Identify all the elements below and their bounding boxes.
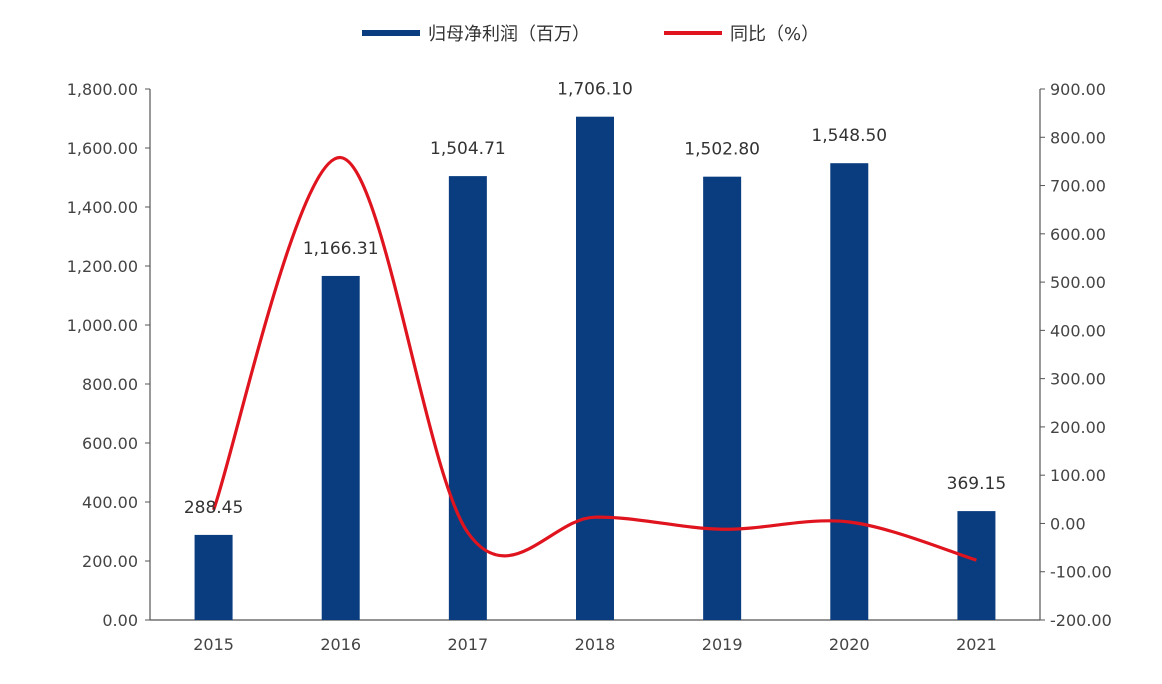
left-y-tick-label: 1,400.00	[67, 198, 138, 217]
right-y-tick-label: 900.00	[1050, 80, 1106, 99]
legend-swatch-net-profit	[362, 30, 420, 36]
left-y-tick-label: 1,200.00	[67, 257, 138, 276]
right-y-tick-label: 700.00	[1050, 177, 1106, 196]
left-y-tick-label: 0.00	[102, 611, 138, 630]
bar-2019	[703, 176, 742, 620]
right-y-tick-label: -100.00	[1050, 563, 1112, 582]
left-y-tick-label: 1,600.00	[67, 139, 138, 158]
right-y-tick-label: 200.00	[1050, 418, 1106, 437]
bar-2015	[194, 534, 233, 620]
x-tick-label: 2016	[320, 635, 361, 654]
left-y-tick-label: 400.00	[82, 493, 138, 512]
right-y-tick-label: 600.00	[1050, 225, 1106, 244]
bar-2018	[576, 116, 614, 620]
bars-layer	[194, 116, 996, 621]
bar-2021	[957, 511, 996, 620]
bar-data-label: 1,166.31	[303, 239, 379, 259]
bar-data-label: 1,548.50	[811, 126, 887, 146]
labels-layer: 288.45 1,166.31 1,504.71 1,706.10 1,502.80 1,…	[184, 80, 1006, 518]
legend-label-yoy: 同比（%）	[730, 24, 819, 45]
right-y-tick-label: -200.00	[1050, 611, 1112, 630]
bar-2017	[448, 176, 487, 621]
right-y-tick-label: 0.00	[1050, 514, 1086, 533]
right-y-tick-label: 400.00	[1050, 321, 1106, 340]
x-tick-label: 2020	[829, 635, 870, 654]
right-y-tick-label: 100.00	[1050, 466, 1106, 485]
legend-label-net-profit: 归母净利润（百万）	[428, 24, 590, 45]
bar-data-label: 369.15	[947, 474, 1006, 494]
axes-layer: 0.00 200.00 400.00 600.00 800.00 1,000.00 1,20…	[67, 80, 1112, 654]
left-y-tick-label: 600.00	[82, 434, 138, 453]
line-layer	[212, 155, 977, 562]
x-tick-label: 2021	[956, 635, 997, 654]
yoy-growth-line	[212, 155, 977, 562]
left-y-tick-label: 1,800.00	[67, 80, 138, 99]
bar-2016	[321, 275, 360, 620]
bar-data-label: 1,504.71	[430, 139, 506, 159]
x-tick-label: 2018	[575, 635, 616, 654]
x-tick-label: 2019	[702, 635, 743, 654]
bar-data-label: 1,502.80	[684, 140, 760, 160]
left-y-tick-label: 800.00	[82, 375, 138, 394]
bar-data-label: 1,706.10	[557, 80, 633, 100]
bar-data-label: 288.45	[184, 498, 243, 518]
right-y-tick-label: 800.00	[1050, 128, 1106, 147]
left-y-tick-label: 1,000.00	[67, 316, 138, 335]
left-y-tick-label: 200.00	[82, 552, 138, 571]
x-tick-label: 2017	[447, 635, 488, 654]
right-y-tick-label: 300.00	[1050, 370, 1106, 389]
right-y-tick-label: 500.00	[1050, 273, 1106, 292]
bar-2020	[830, 163, 869, 620]
legend: 归母净利润（百万） 同比（%）	[362, 24, 819, 45]
x-tick-label: 2015	[193, 635, 234, 654]
